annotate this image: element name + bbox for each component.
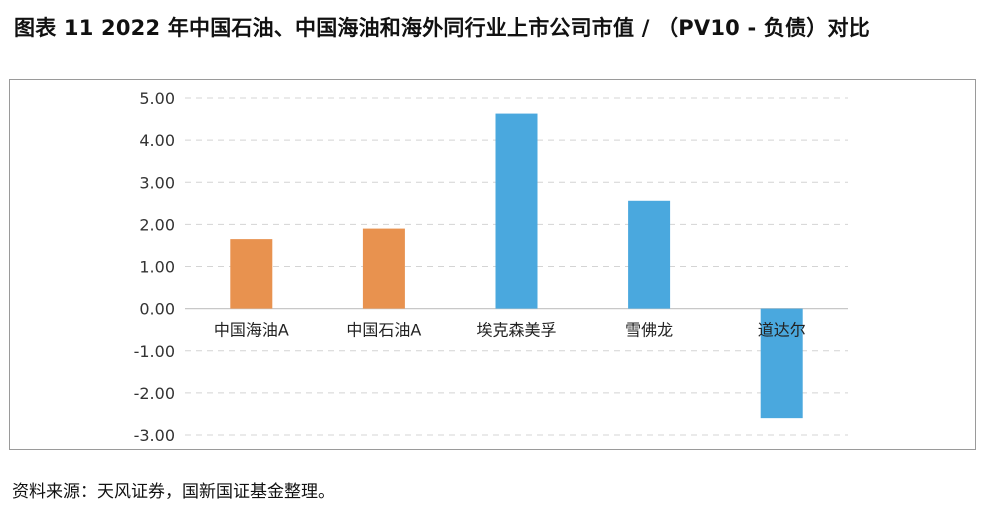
y-tick-label: -2.00 <box>134 384 175 403</box>
bars <box>230 113 803 419</box>
y-tick-label: 1.00 <box>139 258 175 277</box>
x-category-label: 道达尔 <box>758 321 806 340</box>
y-tick-label: 5.00 <box>139 89 175 108</box>
x-axis-category-labels: 中国海油A 中国石油A 埃克森美孚 雪佛龙 道达尔 <box>214 321 806 340</box>
x-category-label: 中国海油A <box>214 321 289 340</box>
bar <box>760 308 803 419</box>
figure-title: 图表 11 2022 年中国石油、中国海油和海外同行业上市公司市值 / （PV1… <box>14 16 870 40</box>
source-note: 资料来源：天风证券，国新国证基金整理。 <box>12 482 335 502</box>
bar <box>495 113 538 309</box>
y-tick-label: 2.00 <box>139 215 175 234</box>
bar <box>628 200 671 309</box>
y-tick-label: -3.00 <box>134 426 175 445</box>
x-category-label: 雪佛龙 <box>625 321 673 340</box>
y-tick-label: -1.00 <box>134 342 175 361</box>
y-tick-label: 0.00 <box>139 300 175 319</box>
bar <box>362 228 405 309</box>
y-axis-tick-labels: 5.00 4.00 3.00 2.00 1.00 0.00 -1.00 -2.00 -3.00 <box>134 89 175 445</box>
x-category-label: 埃克森美孚 <box>476 321 556 340</box>
bar <box>230 239 273 309</box>
x-category-label: 中国石油A <box>346 321 421 340</box>
y-tick-label: 4.00 <box>139 131 175 150</box>
chart-frame <box>9 79 976 450</box>
y-tick-label: 3.00 <box>139 173 175 192</box>
